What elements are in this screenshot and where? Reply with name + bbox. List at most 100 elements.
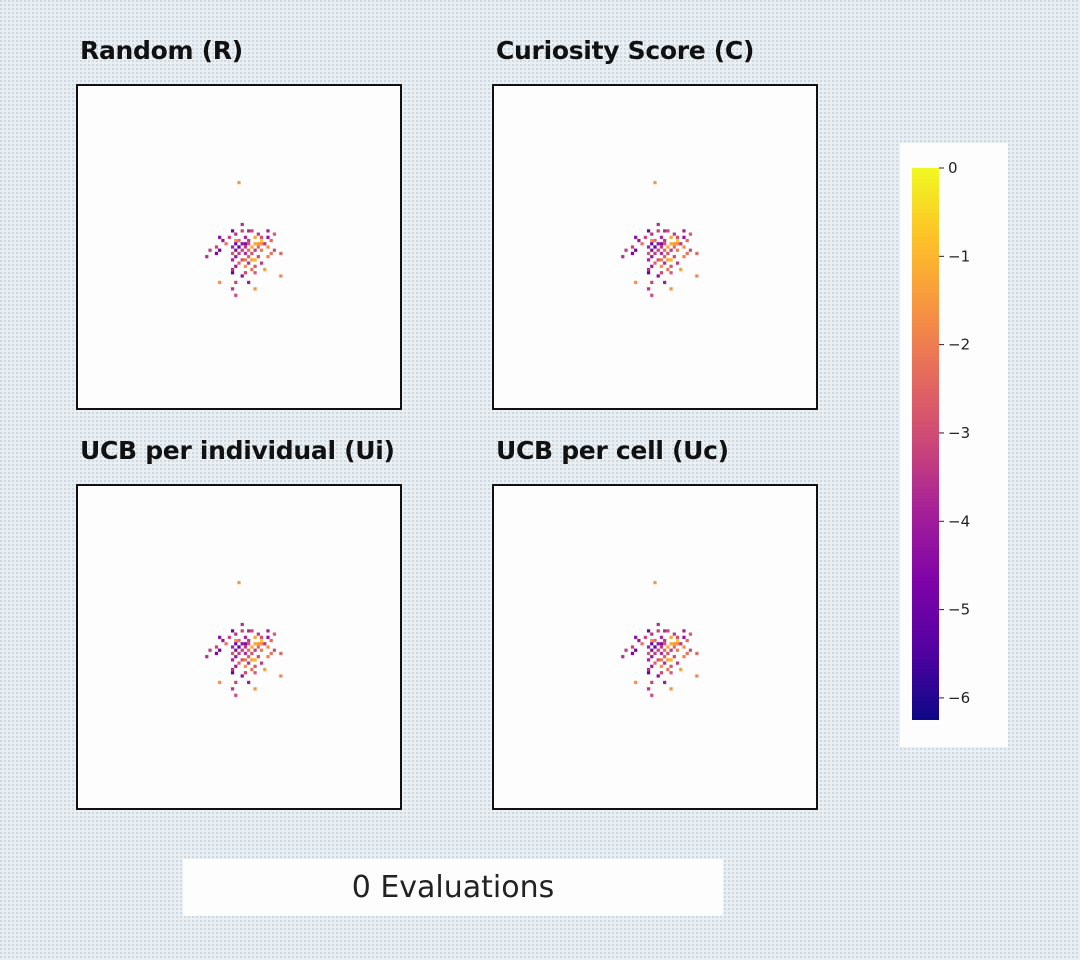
heatmap-cell <box>666 645 670 649</box>
heatmap-cell <box>637 638 641 643</box>
heatmap-cell <box>230 629 235 633</box>
heatmap-cell <box>650 648 654 652</box>
heatmap-cell <box>250 251 254 256</box>
heatmap-cell <box>230 667 235 672</box>
heatmap-cell <box>253 248 257 252</box>
heatmap-cell <box>250 258 254 262</box>
heatmap-cell <box>243 642 248 646</box>
heatmap-cell <box>266 255 270 259</box>
heatmap-cell <box>663 642 667 646</box>
heatmap-cell <box>266 645 270 649</box>
heatmap-cell <box>214 651 219 656</box>
heatmap-cell <box>253 671 257 675</box>
heatmap-cell <box>230 671 235 675</box>
heatmap-cell <box>240 642 244 646</box>
heatmap-cell <box>247 638 251 643</box>
heatmap-cell <box>656 222 660 227</box>
heatmap-cell <box>234 232 238 236</box>
heatmap-cell <box>243 235 248 239</box>
heatmap-cell <box>272 632 277 636</box>
heatmap-cell <box>682 255 686 259</box>
heatmap-cell <box>259 248 264 252</box>
heatmap-cell <box>679 642 683 646</box>
heatmap-cell <box>650 638 654 643</box>
heatmap-cell <box>650 655 654 659</box>
heatmap-cell <box>650 680 654 685</box>
heatmap-cell <box>259 661 264 665</box>
heatmap-cell <box>256 632 260 636</box>
heatmap-cell <box>247 238 251 243</box>
heatmap-cell <box>669 648 673 652</box>
heatmap-cell <box>250 245 254 249</box>
heatmap-cell <box>240 248 244 252</box>
heatmap-cell <box>250 229 254 233</box>
heatmap-cell <box>659 645 664 649</box>
heatmap-cell <box>256 232 260 236</box>
heatmap-cell <box>663 242 667 246</box>
heatmap-cell <box>653 645 657 649</box>
heatmap-cell <box>247 280 251 285</box>
panel-title-curiosity: Curiosity Score (C) <box>496 36 755 65</box>
heatmap-cell <box>259 648 264 652</box>
heatmap-cell <box>675 661 680 665</box>
heatmap-cell <box>663 248 667 252</box>
heatmap-cell <box>634 680 638 685</box>
heatmap-cell <box>688 648 693 652</box>
heatmap-cell <box>230 651 235 656</box>
heatmap-cell <box>666 667 670 672</box>
heatmap-cell <box>218 680 222 685</box>
heatmap-cell <box>688 632 693 636</box>
heatmap-cell <box>682 229 686 233</box>
heatmap-cell <box>682 645 686 649</box>
heatmap-cell <box>250 651 254 656</box>
colorbar-gradient: 0 −1 −2 −3 −4 −5 −6 <box>912 159 970 720</box>
heatmap-ucb-individual <box>205 580 283 697</box>
heatmap-cell <box>279 651 283 656</box>
heatmap-cell <box>234 642 238 646</box>
heatmap-cell <box>653 651 657 656</box>
heatmap-cell <box>672 645 676 649</box>
heatmap-cell <box>669 248 673 252</box>
colorbar-bar <box>912 168 939 720</box>
heatmap-cell <box>234 680 238 685</box>
heatmap-cell <box>243 635 248 639</box>
heatmap-cell <box>247 648 251 652</box>
heatmap-cell <box>247 642 251 646</box>
heatmap-cell <box>650 693 654 697</box>
heatmap-cell <box>656 242 660 246</box>
heatmap-cell <box>247 680 251 685</box>
heatmap-cell <box>208 648 212 652</box>
heatmap-cell <box>679 267 683 272</box>
heatmap-cell <box>214 251 219 256</box>
heatmap-cell <box>237 261 241 265</box>
heatmap-cell <box>253 664 257 668</box>
heatmap-cell <box>256 645 260 649</box>
heatmap-cell <box>237 245 241 249</box>
heatmap-cell <box>237 180 241 185</box>
heatmap-cell <box>675 642 680 646</box>
heatmap-cell <box>656 648 660 652</box>
heatmap-cell <box>253 687 257 691</box>
heatmap-cell <box>685 638 689 643</box>
colorbar-tick-label: 0 <box>948 159 958 177</box>
heatmap-cell <box>250 658 254 662</box>
heatmap-cell <box>243 271 248 275</box>
heatmap-cell <box>234 238 238 243</box>
heatmap-cell <box>656 674 660 678</box>
heatmap-cell <box>659 664 664 668</box>
heatmap-cell <box>634 248 638 252</box>
heatmap-cell <box>237 651 241 656</box>
heatmap-cell <box>243 664 248 668</box>
heatmap-cell <box>266 235 270 239</box>
heatmap-cell <box>650 248 654 252</box>
heatmap-cell <box>669 264 673 268</box>
heatmap-cell <box>682 629 686 633</box>
heatmap-cell <box>675 235 680 239</box>
heatmap-cell <box>266 655 270 659</box>
heatmap-cell <box>253 287 257 291</box>
heatmap-cell <box>653 180 657 185</box>
heatmap-cell <box>688 232 693 236</box>
heatmap-cell <box>240 648 244 652</box>
heatmap-cell <box>269 651 273 656</box>
heatmap-cell <box>659 642 664 646</box>
